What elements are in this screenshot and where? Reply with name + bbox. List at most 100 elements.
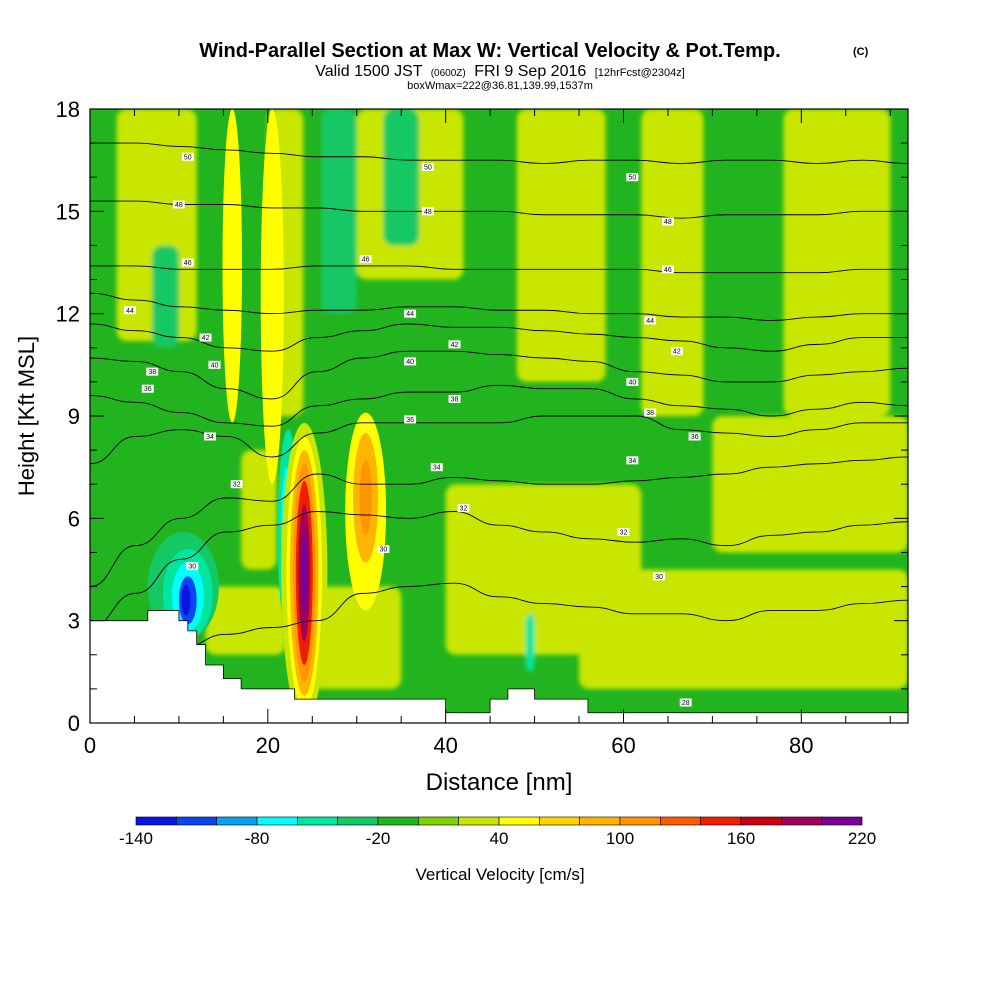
- chart-subtitle: Valid 1500 JST (0600Z) FRI 9 Sep 2016 [1…: [315, 63, 685, 80]
- svg-text:36: 36: [144, 386, 152, 393]
- svg-text:38: 38: [451, 396, 459, 403]
- contour-label-32: 30: [653, 572, 666, 581]
- colorbar-swatch-13: [660, 816, 701, 826]
- svg-text:36: 36: [691, 434, 699, 441]
- colorbar-tick--80: -80: [245, 829, 270, 848]
- velocity-core-11: [181, 584, 191, 616]
- colorbar-swatch-8: [458, 816, 500, 826]
- svg-text:50: 50: [184, 154, 192, 161]
- svg-text:44: 44: [646, 318, 654, 325]
- colorbar-ticks: -140 -80 -20 40 100 160 220: [119, 829, 876, 848]
- svg-text:44: 44: [126, 308, 134, 315]
- y-tick-label-12: 12: [56, 302, 80, 327]
- colorbar-swatch-6: [377, 816, 419, 826]
- isentrope-4: [90, 415, 908, 465]
- contour-label-10: 44: [404, 309, 417, 318]
- colorbar-swatch-12: [619, 816, 661, 826]
- valid-fcst: [12hrFcst@2304z]: [595, 67, 685, 79]
- valid-main: Valid 1500 JST: [315, 63, 423, 80]
- contour-label-18: 38: [146, 367, 159, 376]
- contour-label-14: 42: [670, 347, 683, 356]
- svg-text:42: 42: [673, 349, 681, 356]
- isentropes: [90, 142, 908, 721]
- x-tick-label-0: 0: [84, 733, 96, 758]
- velocity-core-4: [359, 460, 372, 536]
- svg-text:40: 40: [406, 359, 414, 366]
- contour-label-7: 46: [359, 255, 372, 264]
- isentrope-7: [90, 323, 908, 352]
- contour-label-16: 40: [404, 357, 417, 366]
- svg-text:40: 40: [628, 379, 636, 386]
- colorbar-swatch-15: [740, 816, 782, 826]
- y-tick-label-0: 0: [68, 711, 80, 736]
- valid-utc: (0600Z): [431, 68, 466, 79]
- x-tick-label-40: 40: [433, 733, 457, 758]
- y-tick-label-9: 9: [68, 404, 80, 429]
- shaded-region-7: [579, 569, 908, 689]
- plot-area: 50 50 50 48 48 48 46 46 46 44 44 44 42 42 42 40 40 40 38 38…: [90, 109, 908, 723]
- isentrope-9: [90, 265, 908, 274]
- svg-text:28: 28: [682, 700, 690, 707]
- isentrope-2: [90, 511, 908, 628]
- contour-label-29: 32: [617, 527, 630, 536]
- y-tick-label-3: 3: [68, 609, 80, 634]
- colorbar-swatch-11: [579, 816, 621, 826]
- contour-label-31: 30: [377, 545, 390, 554]
- shaded-region-14: [312, 586, 402, 689]
- isentrope-5: [90, 384, 908, 427]
- isentrope-labels: 50 50 50 48 48 48 46 46 46 44 44 44 42 42 42 40 40 40 38 38…: [124, 152, 701, 707]
- svg-text:30: 30: [380, 547, 388, 554]
- x-axis: 0 20 40 60 80: [84, 109, 891, 758]
- colorbar-tick-220: 220: [848, 829, 876, 848]
- shaded-region-4: [641, 109, 704, 416]
- svg-text:44: 44: [406, 311, 414, 318]
- colorbar-swatch-14: [700, 816, 742, 826]
- svg-text:34: 34: [206, 434, 214, 441]
- y-tick-label-6: 6: [68, 506, 80, 531]
- svg-text:48: 48: [664, 219, 672, 226]
- svg-text:36: 36: [406, 417, 414, 424]
- y-axis-label: Height [Kft MSL]: [14, 336, 39, 496]
- x-tick-label-80: 80: [789, 733, 813, 758]
- contour-label-4: 48: [421, 207, 434, 216]
- shaded-region-15: [525, 613, 535, 672]
- contour-label-15: 40: [208, 360, 221, 369]
- chart-boxinfo: boxWmax=222@36.81,139.99,1537m: [407, 80, 593, 92]
- velocity-core-18: [301, 531, 308, 614]
- colorbar-label: Vertical Velocity [cm/s]: [415, 865, 584, 884]
- svg-text:34: 34: [433, 465, 441, 472]
- isentrope-6: [90, 350, 908, 400]
- contour-label-9: 44: [124, 306, 137, 315]
- contour-label-26: 34: [626, 456, 639, 465]
- colorbar-swatch-16: [781, 816, 822, 826]
- contour-label-33: 28: [679, 698, 692, 707]
- svg-text:42: 42: [451, 342, 459, 349]
- svg-text:40: 40: [211, 362, 219, 369]
- terrain: [90, 610, 908, 723]
- svg-text:48: 48: [175, 202, 183, 209]
- isentrope-8: [90, 292, 908, 321]
- x-axis-label: Distance [nm]: [426, 769, 573, 796]
- shaded-region-12: [241, 450, 277, 570]
- svg-text:32: 32: [233, 482, 241, 489]
- chart-title: Wind-Parallel Section at Max W: Vertical…: [199, 40, 780, 62]
- colorbar-tick-40: 40: [490, 829, 509, 848]
- svg-text:50: 50: [424, 164, 432, 171]
- shaded-region-8: [712, 416, 908, 553]
- shaded-region-13: [205, 586, 286, 655]
- svg-text:34: 34: [628, 458, 636, 465]
- colorbar-swatch-5: [337, 816, 379, 826]
- x-tick-label-20: 20: [256, 733, 280, 758]
- contour-label-28: 32: [457, 504, 470, 513]
- colorbar-tick-160: 160: [727, 829, 755, 848]
- colorbar-tick--140: -140: [119, 829, 153, 848]
- colorbar-swatch-1: [176, 816, 217, 826]
- svg-text:32: 32: [620, 529, 628, 536]
- velocity-core-0: [222, 109, 243, 423]
- svg-text:42: 42: [202, 335, 210, 342]
- shaded-region-3: [516, 109, 606, 382]
- isentrope-1: [90, 582, 908, 673]
- contour-label-25: 34: [430, 463, 443, 472]
